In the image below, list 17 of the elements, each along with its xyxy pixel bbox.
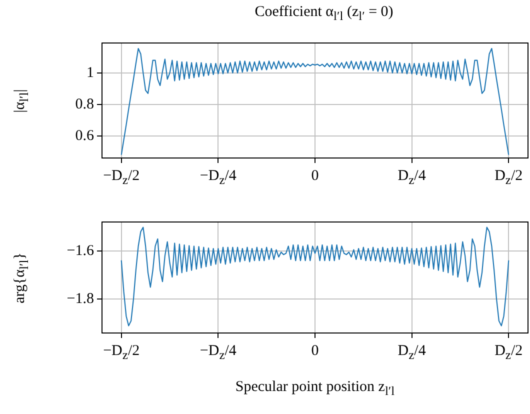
x-tick-label: D$_{z}$/4 <box>398 168 426 188</box>
x-tick-label: −D$_{z}$/4 <box>200 343 236 363</box>
x-tick-label: −D$_{z}$/4 <box>200 168 236 188</box>
chart-title: Coefficient α$_{l′l}$ (z$_{l′}$ = 0) <box>254 4 394 24</box>
x-tick-label: 0 <box>311 343 319 360</box>
x-tick-label: D$_{z}$/4 <box>398 343 426 363</box>
y-tick-label: 1 <box>86 64 94 81</box>
y-tick-label: −1.8 <box>66 291 94 308</box>
x-axis-title: Specular point position z$_{l′l}$ <box>235 379 395 399</box>
x-tick-label: −D$_{z}$/2 <box>103 168 140 188</box>
y-tick-label: 0.8 <box>75 96 94 112</box>
x-tick-label: D$_{z}$/2 <box>494 168 523 188</box>
x-tick-label: −D$_{z}$/2 <box>103 343 140 363</box>
y-tick-label: −1.6 <box>66 242 94 259</box>
x-tick-label: D$_{z}$/2 <box>494 343 523 363</box>
x-tick-label: 0 <box>311 168 319 185</box>
y-tick-label: 0.6 <box>75 128 94 144</box>
